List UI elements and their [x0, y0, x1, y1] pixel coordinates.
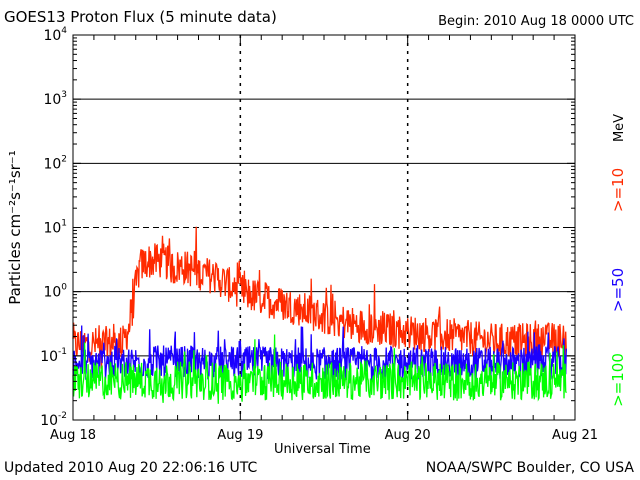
legend-ge100: >=100	[609, 353, 627, 407]
legend-ge10: >=10	[609, 168, 627, 212]
source-credit: NOAA/SWPC Boulder, CO USA	[425, 460, 634, 476]
y-tick-label: 104	[43, 26, 67, 44]
y-tick-label: 101	[43, 219, 67, 237]
y-tick-label: 100	[43, 283, 67, 301]
x-tick-label: Aug 19	[217, 428, 263, 443]
x-tick-label: Aug 21	[552, 428, 598, 443]
updated-timestamp: Updated 2010 Aug 20 22:06:16 UTC	[4, 460, 258, 476]
series-layer	[72, 226, 567, 404]
y-axis-label: Particles cm⁻²s⁻¹sr⁻¹	[6, 150, 24, 304]
legend-unit: MeV	[612, 114, 627, 142]
begin-date: Begin: 2010 Aug 18 0000 UTC	[438, 14, 634, 29]
y-tick-label: 102	[43, 154, 67, 172]
x-axis-label: Universal Time	[274, 442, 371, 457]
series-line	[72, 325, 567, 389]
legend-layer: >=10 >=50 >=100 MeV	[609, 114, 627, 407]
chart-title: GOES13 Proton Flux (5 minute data)	[4, 8, 277, 26]
labels-layer: 10-2 10-1 100 101 102 103 104 Aug 18 Aug 19 Aug 2…	[6, 26, 598, 443]
series-line	[72, 226, 567, 369]
y-tick-label: 103	[43, 90, 67, 108]
legend-ge50: >=50	[609, 268, 627, 312]
x-tick-label: Aug 20	[385, 428, 431, 443]
y-tick-label: 10-2	[40, 411, 67, 429]
x-tick-label: Aug 18	[50, 428, 96, 443]
y-tick-label: 10-1	[40, 347, 67, 365]
ticks-layer	[72, 34, 576, 421]
series-line	[72, 334, 567, 404]
